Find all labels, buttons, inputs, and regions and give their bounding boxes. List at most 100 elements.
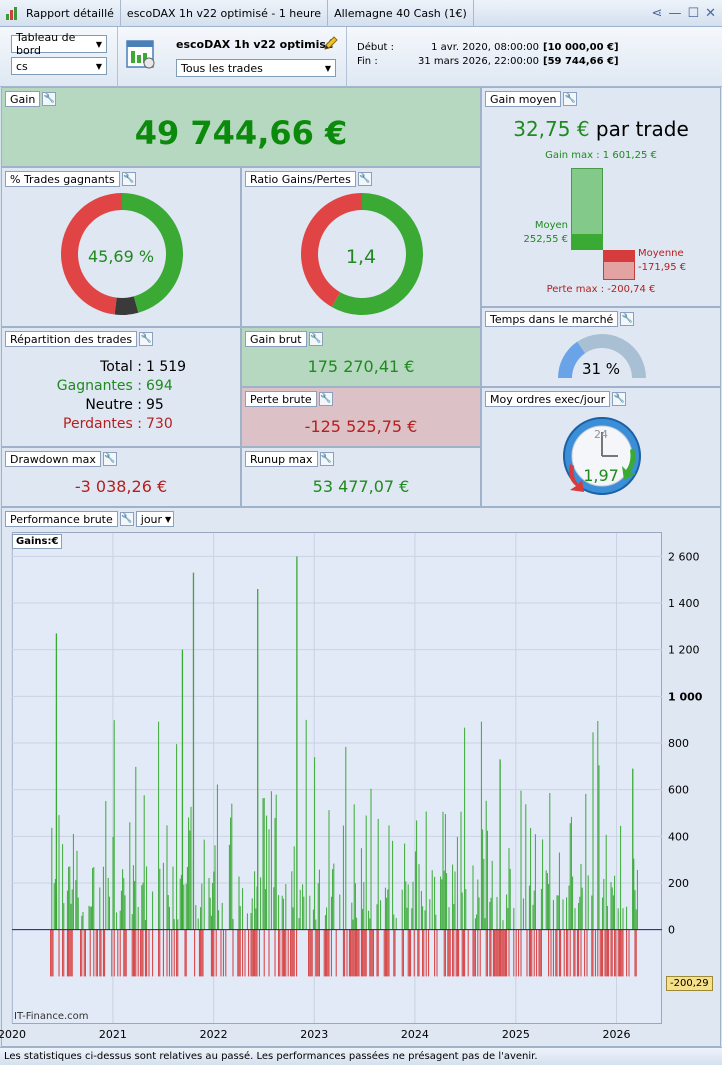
maximize-icon[interactable]: ☐ [687,5,700,21]
wrench-icon[interactable]: 🔧 [119,512,134,526]
stat-row-neutre: Neutre :95 [2,396,240,415]
stat-row-perdantes: Perdantes :730 [2,415,240,434]
chevron-down-icon: ▼ [95,61,102,71]
gain-bars [51,556,638,930]
loss-bars [50,929,637,977]
wrench-icon[interactable]: 🔧 [563,92,578,106]
x-tick-label: 2024 [401,1028,429,1041]
donut-win-slice [122,193,183,313]
y-tick-label: 800 [668,737,689,750]
account-select-value: cs [16,59,28,73]
gain-brut-panel: Gain brut 🔧 175 270,41 € [241,327,481,387]
drawdown-value: -3 038,26 € [74,477,168,496]
panel-title: Moy ordres exec/jour [485,391,611,407]
wrench-icon[interactable]: 🔧 [42,92,57,106]
x-tick-label: 2023 [300,1028,328,1041]
ratio-donut [301,193,423,315]
moy-ordres-panel: Moy ordres exec/jour 🔧 24 1,97 [481,387,721,507]
panel-title: Perte brute [245,391,317,407]
panel-title: Runup max [245,451,318,467]
edit-icon[interactable] [323,35,339,51]
window-controls: ⋖ — ☐ ✕ [652,6,722,21]
chevron-down-icon: ▼ [324,63,331,73]
panel-title: % Trades gagnants [5,171,120,187]
y-tick-label: 1 000 [668,690,703,703]
wrench-icon[interactable]: 🔧 [620,312,635,326]
donut-neutral-slice [114,296,139,315]
wrench-icon[interactable]: 🔧 [318,392,333,406]
trade-breakdown: Total :1 519 Gagnantes :694 Neutre :95 P… [2,358,240,434]
panel-title: Répartition des trades [5,331,138,347]
strategy-report-icon[interactable] [125,39,157,71]
stat-key: Neutre : [85,397,142,413]
wrench-icon[interactable]: 🔧 [357,172,372,186]
end-date: 31 mars 2026, 22:00:00 [418,56,539,67]
gauge-rest [577,334,646,378]
trades-filter-select[interactable]: Tous les trades ▼ [176,59,336,77]
wrench-icon[interactable]: 🔧 [121,172,136,186]
account-select[interactable]: cs ▼ [11,57,107,75]
chevron-down-icon: ▼ [95,39,102,49]
report-logo-icon [6,6,22,20]
avg-gain-value: 32,75 € [513,117,590,141]
watermark: IT-Finance.com [14,1011,89,1022]
view-select-value: Tableau de bord [16,31,76,57]
period-select-value: jour [140,512,163,526]
x-tick-label: 2020 [0,1028,26,1041]
gain-panel: Gain 🔧 49 744,66 € [1,87,481,167]
wrench-icon[interactable]: 🔧 [612,392,627,406]
gain-moyen-panel: Gain moyen 🔧 32,75 € par trade Gain max :… [481,87,721,307]
minimize-icon[interactable]: — [668,5,682,21]
tab-instrument[interactable]: Allemagne 40 Cash (1€) [328,0,474,27]
donut-loss-slice [301,193,362,307]
moyen-value: 252,55 € [523,234,568,245]
wrench-icon[interactable]: 🔧 [319,452,334,466]
wrench-icon[interactable]: 🔧 [139,332,154,346]
donut-loss-slice [61,193,122,315]
x-tick-label: 2022 [200,1028,228,1041]
panel-title: Drawdown max [5,451,101,467]
stat-row-gagnantes: Gagnantes :694 [2,377,240,396]
panel-title: Gain brut [245,331,307,347]
view-select[interactable]: Tableau de bord ▼ [11,31,107,57]
y-tick-label: 2 600 [668,550,700,563]
avg-loss-bar [603,250,635,262]
period-select[interactable]: jour ▼ [135,511,175,527]
start-date: 1 avr. 2020, 08:00:00 [431,42,539,53]
clock-hours-label: 24 [594,428,608,441]
stat-value: 694 [146,378,173,394]
stat-key: Gagnantes : [56,378,142,394]
temps-marche-panel: Temps dans le marché 🔧 31 % [481,307,721,387]
tab-label: Allemagne 40 Cash (1€) [334,6,467,20]
x-tick-label: 2025 [502,1028,530,1041]
toolbar: Tableau de bord ▼ cs ▼ escoDAX 1h v22 opti… [0,27,722,87]
ratio-value: 1,4 [345,246,377,268]
trades-filter-value: Tous les trades [181,61,263,75]
clock-icon [563,417,641,495]
moyen-label: Moyen [534,220,568,231]
tab-rapport-detaille[interactable]: Rapport détaillé [0,0,121,27]
current-value-marker: -200,29 [666,976,713,991]
share-icon[interactable]: ⋖ [651,5,663,21]
wrench-icon[interactable]: 🔧 [102,452,117,466]
stat-key: Perdantes : [63,416,142,432]
y-tick-label: 1 400 [668,597,700,610]
trades-gagnants-panel: % Trades gagnants 🔧 45,69 % [1,167,241,327]
avg-gain-suffix: par trade [595,117,689,141]
disclaimer-text: Les statistiques ci-dessus sont relative… [4,1051,538,1062]
moyenne-label: Moyenne [638,248,684,259]
wrench-icon[interactable]: 🔧 [308,332,323,346]
x-tick-label: 2026 [602,1028,630,1041]
title-bar: Rapport détaillé escoDAX 1h v22 optimisé… [0,0,722,27]
perte-brute-value: -125 525,75 € [304,417,418,436]
market-time-value: 31 % [581,360,621,378]
stat-value: 1 519 [146,359,187,375]
tab-strategy[interactable]: escoDAX 1h v22 optimisé - 1 heure [121,0,329,27]
runup-panel: Runup max 🔧 53 477,07 € [241,447,481,507]
ratio-panel: Ratio Gains/Pertes 🔧 1,4 [241,167,481,327]
close-icon[interactable]: ✕ [705,5,716,21]
market-time-gauge [558,334,646,378]
start-capital: [10 000,00 €] [543,42,619,53]
drawdown-panel: Drawdown max 🔧 -3 038,26 € [1,447,241,507]
moyenne-value: -171,95 € [638,262,687,273]
